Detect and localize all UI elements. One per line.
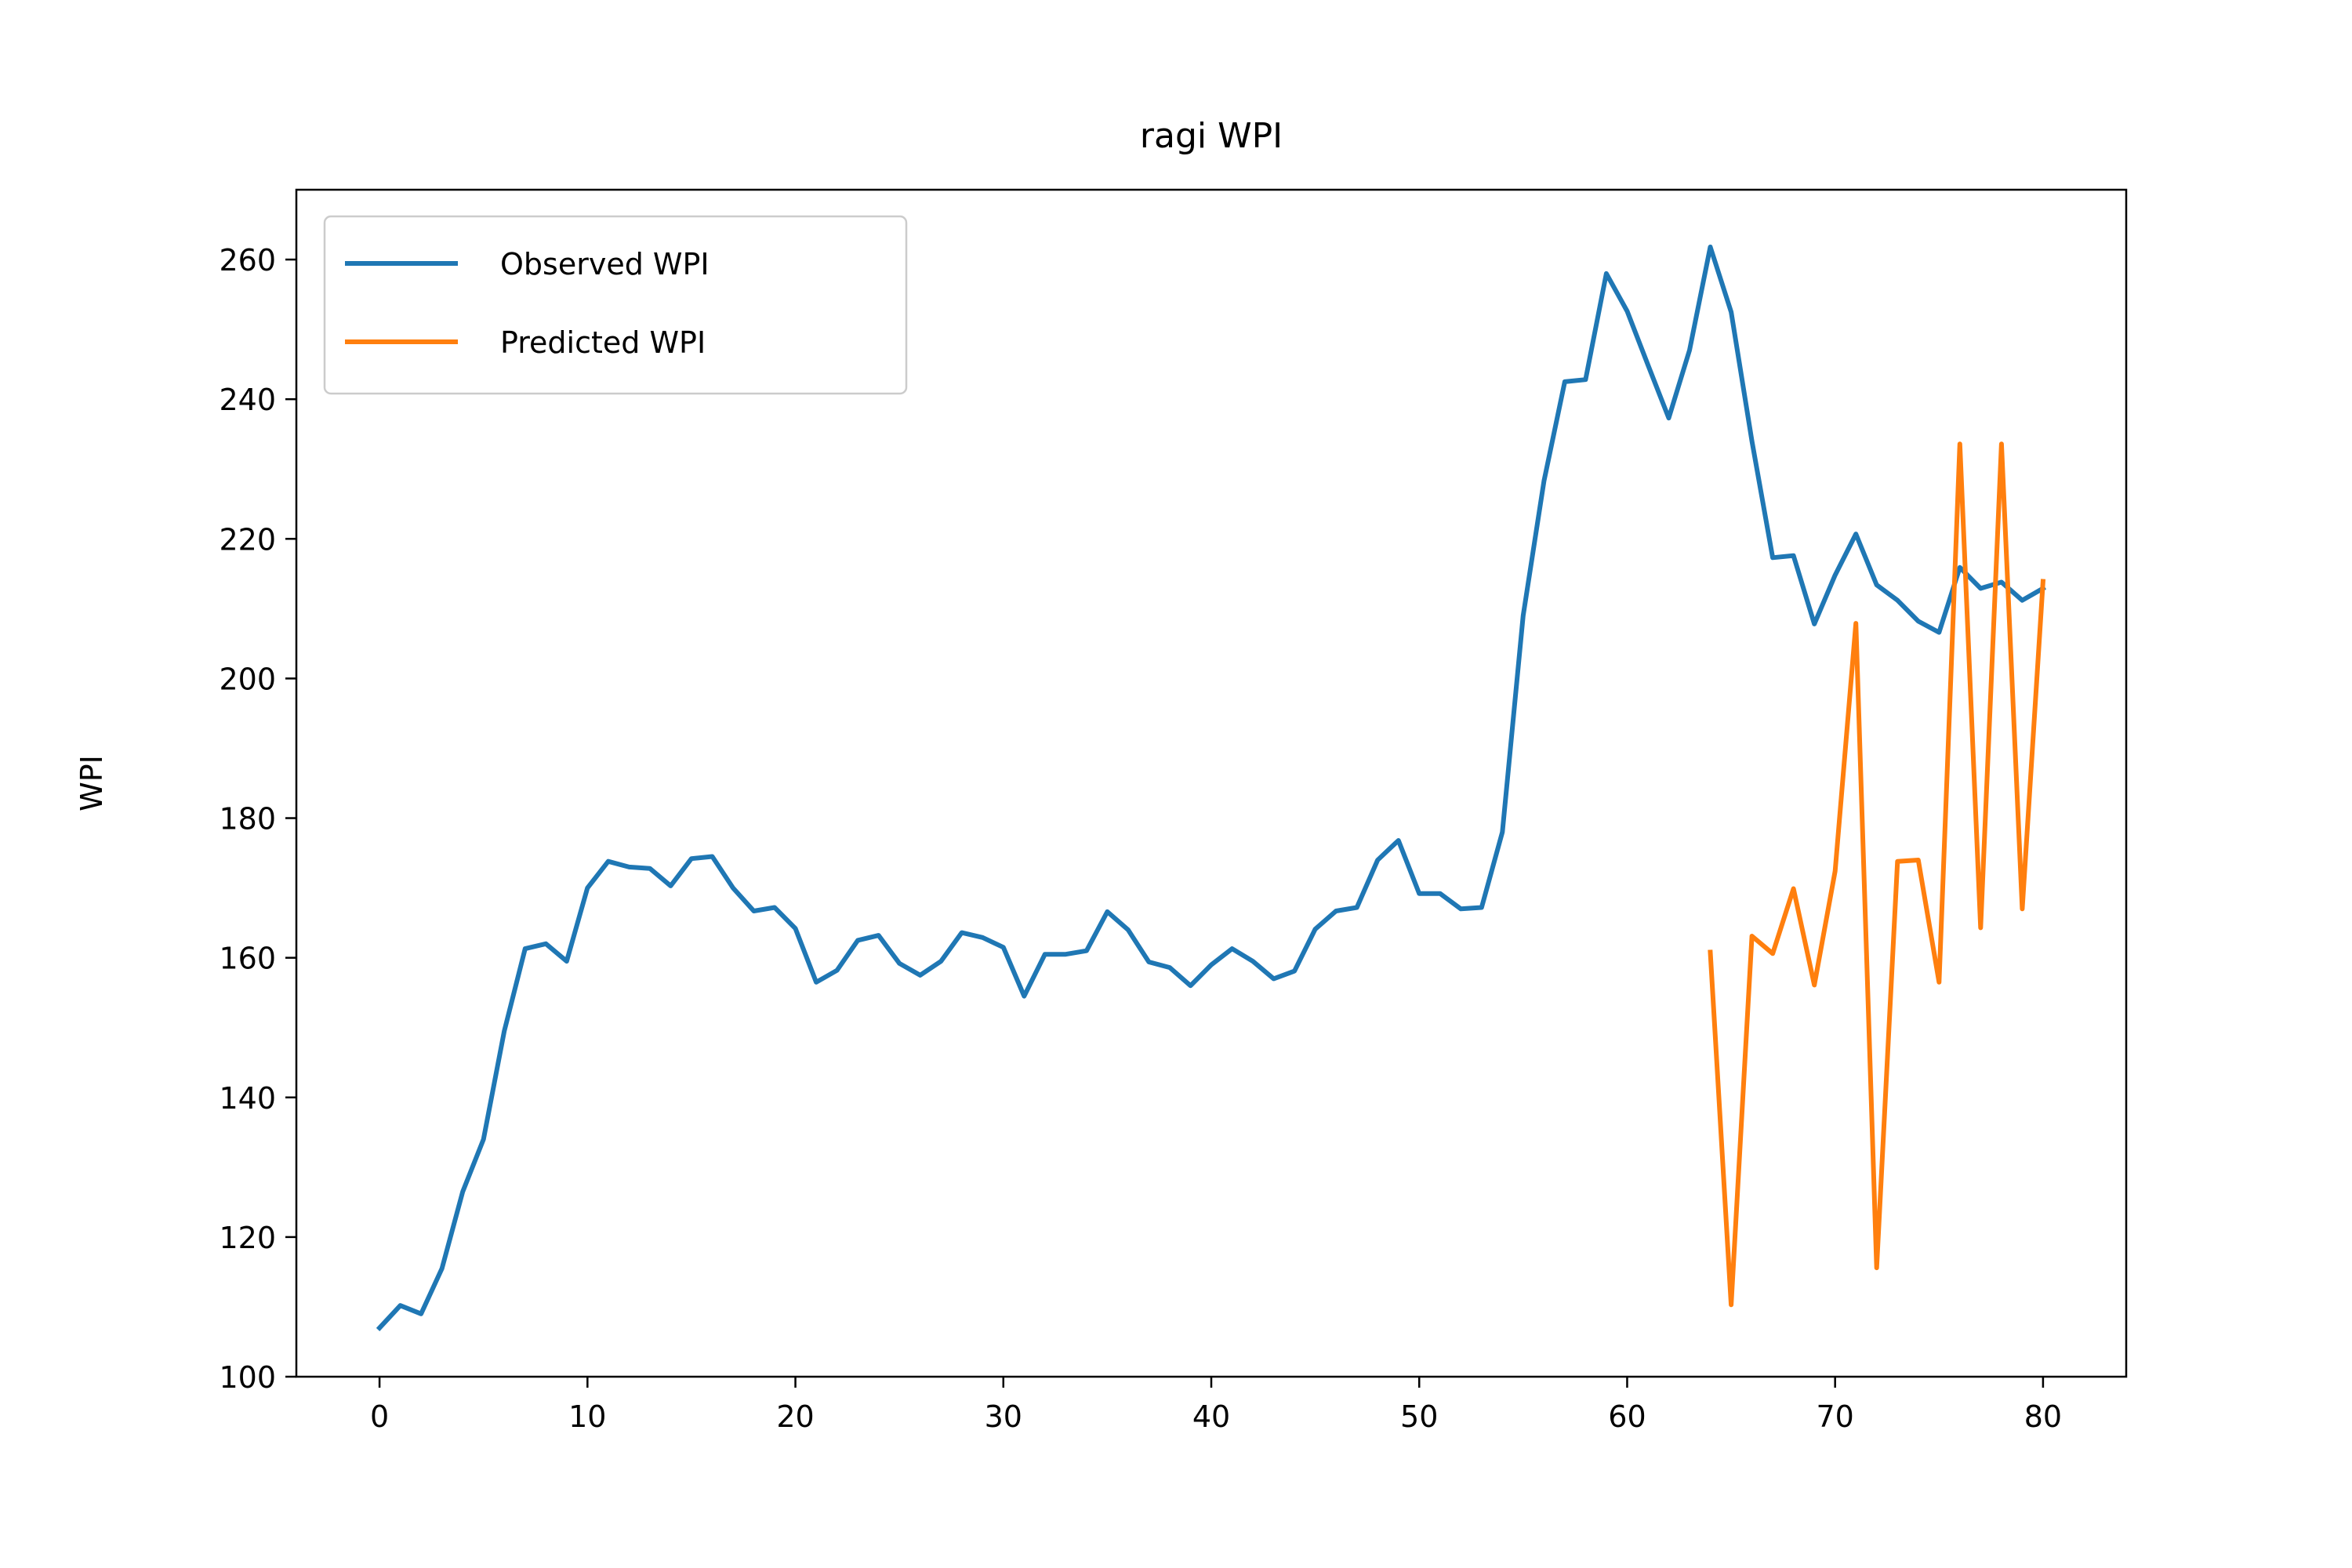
x-axis: 0 10 20 30 40 50 60 70 80	[370, 1377, 2062, 1434]
y-tick-label: 120	[219, 1221, 276, 1255]
y-axis-label: WPI	[74, 755, 109, 811]
y-axis: 100 120 140 160 180 200 220 240 260	[219, 243, 296, 1395]
y-tick-label: 100	[219, 1360, 276, 1395]
x-tick-label: 10	[568, 1399, 606, 1434]
x-tick-label: 40	[1192, 1399, 1230, 1434]
y-tick-label: 160	[219, 942, 276, 976]
x-tick-label: 50	[1400, 1399, 1438, 1434]
y-tick-label: 220	[219, 522, 276, 557]
x-tick-label: 60	[1608, 1399, 1646, 1434]
y-tick-label: 180	[219, 802, 276, 837]
legend-label-predicted: Predicted WPI	[500, 325, 706, 360]
y-tick-label: 240	[219, 383, 276, 417]
x-tick-label: 70	[1817, 1399, 1854, 1434]
x-tick-label: 20	[776, 1399, 814, 1434]
y-tick-label: 140	[219, 1081, 276, 1116]
legend: Observed WPI Predicted WPI	[323, 215, 908, 395]
series-line-observed	[376, 245, 2046, 1331]
series-line-predicted	[1708, 441, 2046, 1308]
x-tick-label: 80	[2024, 1399, 2062, 1434]
series-layer	[376, 245, 2046, 1331]
x-tick-label: 0	[370, 1399, 389, 1434]
y-tick-label: 200	[219, 662, 276, 696]
x-tick-label: 30	[985, 1399, 1022, 1434]
y-tick-label: 260	[219, 243, 276, 278]
legend-box	[323, 215, 908, 395]
legend-label-observed: Observed WPI	[500, 247, 710, 281]
chart-title: ragi WPI	[1140, 116, 1283, 156]
